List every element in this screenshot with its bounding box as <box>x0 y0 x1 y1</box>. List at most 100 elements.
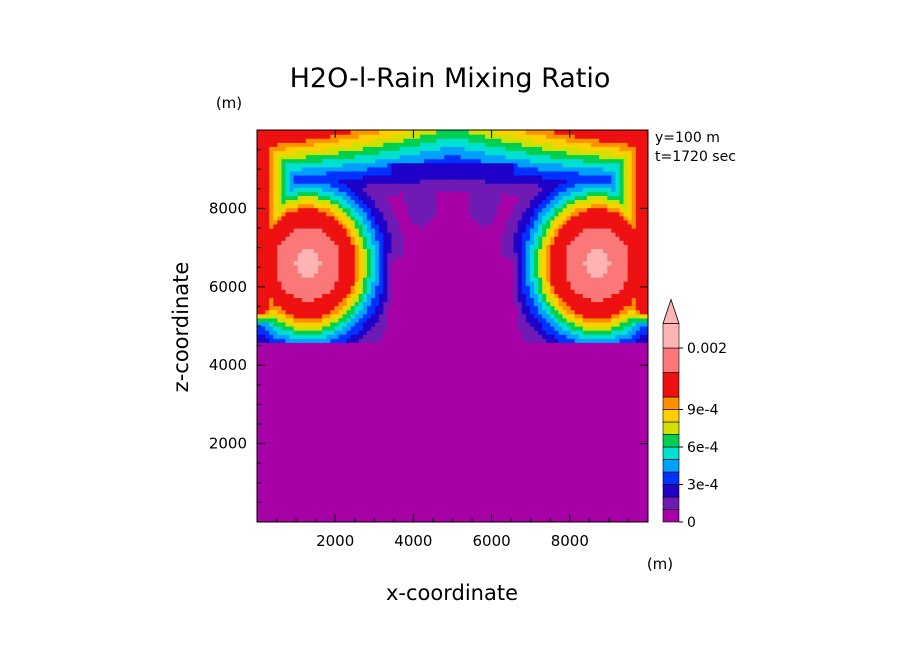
field-cell <box>615 383 621 388</box>
field-cell <box>269 342 274 348</box>
field-cell <box>643 375 648 380</box>
field-cell <box>554 387 559 392</box>
field-cell <box>411 399 417 405</box>
field-cell <box>395 517 401 522</box>
field-cell <box>485 444 490 450</box>
field-cell <box>456 334 462 339</box>
field-cell <box>525 513 531 519</box>
field-cell <box>411 456 417 462</box>
field-cell <box>464 317 470 323</box>
field-cell <box>395 399 401 405</box>
field-cell <box>464 415 470 421</box>
field-cell <box>533 317 539 323</box>
field-cell <box>428 448 433 454</box>
field-cell <box>419 334 425 339</box>
field-cell <box>603 326 608 331</box>
field-cell <box>533 375 539 380</box>
field-cell <box>265 375 270 380</box>
field-cell <box>330 330 335 335</box>
field-cell <box>395 436 401 441</box>
field-cell <box>533 428 539 433</box>
field-cell <box>497 489 502 495</box>
field-cell <box>627 468 633 474</box>
field-cell <box>529 517 535 522</box>
field-cell <box>472 338 478 343</box>
field-cell <box>379 509 384 515</box>
field-cell <box>525 485 531 490</box>
field-cell <box>436 473 441 478</box>
field-cell <box>513 370 519 376</box>
field-cell <box>623 424 629 429</box>
field-cell <box>562 387 568 392</box>
field-cell <box>452 317 458 323</box>
field-cell <box>362 350 368 356</box>
field-cell <box>501 383 507 388</box>
field-cell <box>358 309 364 315</box>
field-cell <box>436 497 441 503</box>
field-cell <box>285 436 291 441</box>
field-cell <box>619 489 625 495</box>
field-cell <box>603 432 608 437</box>
field-cell <box>326 334 331 339</box>
field-cell <box>627 326 633 331</box>
field-cell <box>562 379 568 384</box>
field-cell <box>558 395 564 401</box>
field-cell <box>525 354 531 360</box>
field-cell <box>452 452 458 458</box>
field-cell <box>586 411 592 417</box>
field-cell <box>395 460 401 466</box>
field-cell <box>314 313 319 319</box>
field-cell <box>403 407 409 413</box>
field-cell <box>354 464 360 470</box>
field-cell <box>289 505 295 511</box>
field-cell <box>436 509 441 515</box>
field-cell <box>513 428 519 433</box>
field-cell <box>456 432 462 437</box>
field-cell <box>570 415 576 421</box>
field-cell <box>305 342 311 348</box>
field-cell <box>346 448 352 454</box>
field-cell <box>293 419 299 425</box>
field-cell <box>297 366 303 372</box>
field-cell <box>542 477 547 482</box>
field-cell <box>529 379 535 384</box>
field-cell <box>346 379 352 384</box>
field-cell <box>639 415 645 421</box>
field-cell <box>387 326 392 331</box>
field-cell <box>375 338 380 343</box>
field-cell <box>305 330 311 335</box>
field-cell <box>635 366 641 372</box>
field-cell <box>309 391 315 397</box>
field-cell <box>623 513 629 519</box>
field-cell <box>558 440 564 446</box>
field-cell <box>403 501 409 507</box>
field-cell <box>326 464 331 470</box>
field-cell <box>261 464 266 470</box>
field-cell <box>314 468 319 474</box>
field-cell <box>383 326 388 331</box>
field-cell <box>586 313 592 319</box>
field-cell <box>273 489 278 495</box>
field-cell <box>440 497 445 503</box>
field-cell <box>619 473 625 478</box>
field-cell <box>476 460 482 466</box>
field-cell <box>305 326 311 331</box>
field-cell <box>387 342 392 348</box>
field-cell <box>578 477 584 482</box>
field-cell <box>257 477 262 482</box>
field-cell <box>342 468 348 474</box>
field-cell <box>562 370 568 376</box>
field-cell <box>269 456 274 462</box>
field-cell <box>489 342 494 348</box>
field-cell <box>371 501 376 507</box>
field-cell <box>261 448 266 454</box>
field-cell <box>611 493 617 499</box>
field-cell <box>472 321 478 327</box>
field-cell <box>342 395 348 401</box>
field-cell <box>318 366 323 372</box>
field-cell <box>570 456 576 462</box>
field-cell <box>476 489 482 495</box>
field-cell <box>538 513 543 519</box>
field-cell <box>371 481 376 486</box>
field-cell <box>322 419 327 425</box>
